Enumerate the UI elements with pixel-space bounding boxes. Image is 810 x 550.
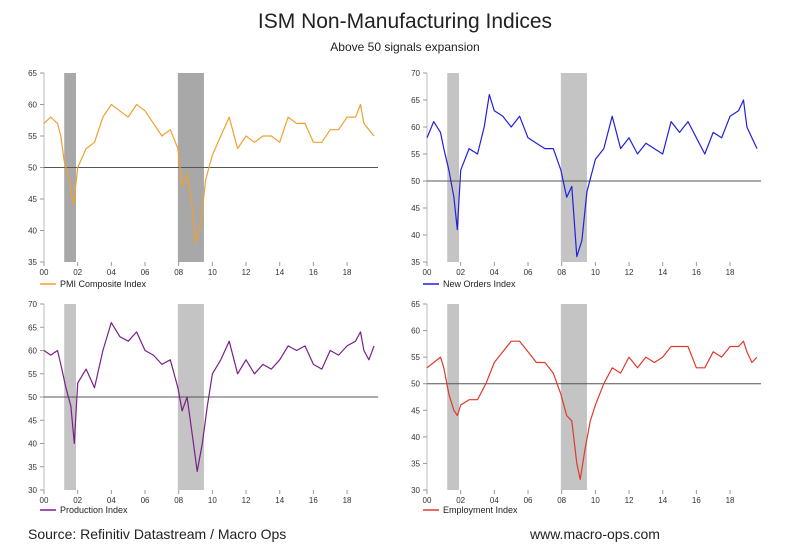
y-tick-label: 65 — [28, 69, 37, 78]
x-tick-label: 04 — [490, 268, 499, 277]
x-tick-label: 10 — [591, 496, 600, 505]
y-tick-label: 60 — [411, 327, 420, 336]
recession-band — [447, 73, 459, 262]
x-tick-label: 18 — [726, 268, 735, 277]
x-tick-label: 16 — [309, 496, 318, 505]
x-tick-label: 02 — [73, 496, 82, 505]
x-tick-label: 12 — [242, 268, 251, 277]
legend-label: Employment Index — [443, 505, 518, 515]
y-tick-label: 40 — [28, 227, 37, 236]
x-tick-label: 08 — [174, 268, 183, 277]
x-tick-label: 08 — [557, 496, 566, 505]
x-tick-label: 14 — [275, 268, 284, 277]
y-tick-label: 40 — [28, 440, 37, 449]
y-tick-label: 55 — [411, 353, 420, 362]
x-tick-label: 04 — [490, 496, 499, 505]
y-tick-label: 65 — [411, 96, 420, 105]
x-tick-label: 14 — [658, 496, 667, 505]
x-tick-label: 14 — [658, 268, 667, 277]
y-tick-label: 40 — [411, 433, 420, 442]
series-line-employment-index — [426, 340, 758, 480]
chart-subtitle: Above 50 signals expansion — [330, 40, 480, 54]
y-tick-label: 65 — [411, 300, 420, 309]
x-tick-label: 02 — [456, 496, 465, 505]
x-tick-label: 06 — [141, 268, 150, 277]
y-tick-label: 50 — [28, 393, 37, 402]
y-tick-label: 50 — [411, 177, 420, 186]
x-tick-label: 16 — [692, 268, 701, 277]
y-tick-label: 45 — [28, 416, 37, 425]
x-tick-label: 12 — [625, 496, 634, 505]
y-tick-label: 55 — [28, 132, 37, 141]
y-tick-label: 55 — [28, 370, 37, 379]
legend-label: Production Index — [60, 505, 128, 515]
y-tick-label: 35 — [28, 258, 37, 267]
x-tick-label: 00 — [423, 268, 432, 277]
y-tick-label: 60 — [411, 123, 420, 132]
series-line-new-orders-index — [426, 94, 758, 258]
series-line-pmi-composite-index — [43, 103, 375, 244]
y-tick-label: 70 — [28, 300, 37, 309]
x-tick-label: 12 — [242, 496, 251, 505]
x-tick-label: 18 — [726, 496, 735, 505]
chart-panel-pmi-composite-index: 35 40 45 50 55 60 65 00 02 04 06 08 10 12 14 16 18 PMI Co… — [28, 69, 378, 289]
y-tick-label: 50 — [28, 164, 37, 173]
y-tick-label: 45 — [411, 204, 420, 213]
x-tick-label: 10 — [591, 268, 600, 277]
x-tick-label: 18 — [343, 496, 352, 505]
legend-label: PMI Composite Index — [60, 279, 147, 289]
chart-panel-production-index: 30 35 40 45 50 55 60 65 70 00 02 04 06 08 10 12 14 16 18 Pr… — [28, 300, 378, 515]
x-tick-label: 08 — [557, 268, 566, 277]
x-tick-label: 06 — [141, 496, 150, 505]
y-tick-label: 65 — [28, 323, 37, 332]
y-tick-label: 50 — [411, 380, 420, 389]
chart-title: ISM Non-Manufacturing Indices — [257, 10, 553, 33]
series-line-production-index — [43, 322, 375, 472]
recession-band — [560, 304, 587, 490]
x-tick-label: 02 — [456, 268, 465, 277]
y-tick-label: 70 — [411, 69, 420, 78]
x-tick-label: 18 — [343, 268, 352, 277]
y-tick-label: 35 — [411, 459, 420, 468]
x-tick-label: 00 — [40, 496, 49, 505]
x-tick-label: 02 — [73, 268, 82, 277]
x-tick-label: 12 — [625, 268, 634, 277]
y-tick-label: 60 — [28, 101, 37, 110]
legend-label: New Orders Index — [443, 279, 516, 289]
x-tick-label: 00 — [423, 496, 432, 505]
x-tick-label: 08 — [174, 496, 183, 505]
x-tick-label: 00 — [40, 268, 49, 277]
x-tick-label: 16 — [692, 496, 701, 505]
x-tick-label: 16 — [309, 268, 318, 277]
chart-panel-employment-index: 30 35 40 45 50 55 60 65 00 02 04 06 08 10 12 14 16 18 Empl… — [411, 300, 761, 515]
x-tick-label: 04 — [107, 496, 116, 505]
y-tick-label: 45 — [28, 195, 37, 204]
y-tick-label: 35 — [411, 258, 420, 267]
y-tick-label: 55 — [411, 150, 420, 159]
x-tick-label: 06 — [524, 268, 533, 277]
y-tick-label: 40 — [411, 231, 420, 240]
y-tick-label: 60 — [28, 347, 37, 356]
x-tick-label: 14 — [275, 496, 284, 505]
y-tick-label: 30 — [28, 486, 37, 495]
x-tick-label: 10 — [208, 496, 217, 505]
x-tick-label: 10 — [208, 268, 217, 277]
chart-panel-new-orders-index: 35 40 45 50 55 60 65 70 00 02 04 06 08 10 12 14 16 18 New … — [411, 69, 761, 289]
x-tick-label: 04 — [107, 268, 116, 277]
y-tick-label: 35 — [28, 463, 37, 472]
x-tick-label: 06 — [524, 496, 533, 505]
recession-band — [447, 304, 459, 490]
source-note: Source: Refinitiv Datastream / Macro Ops — [28, 526, 287, 542]
website-note: www.macro-ops.com — [530, 526, 660, 542]
y-tick-label: 45 — [411, 406, 420, 415]
y-tick-label: 30 — [411, 486, 420, 495]
